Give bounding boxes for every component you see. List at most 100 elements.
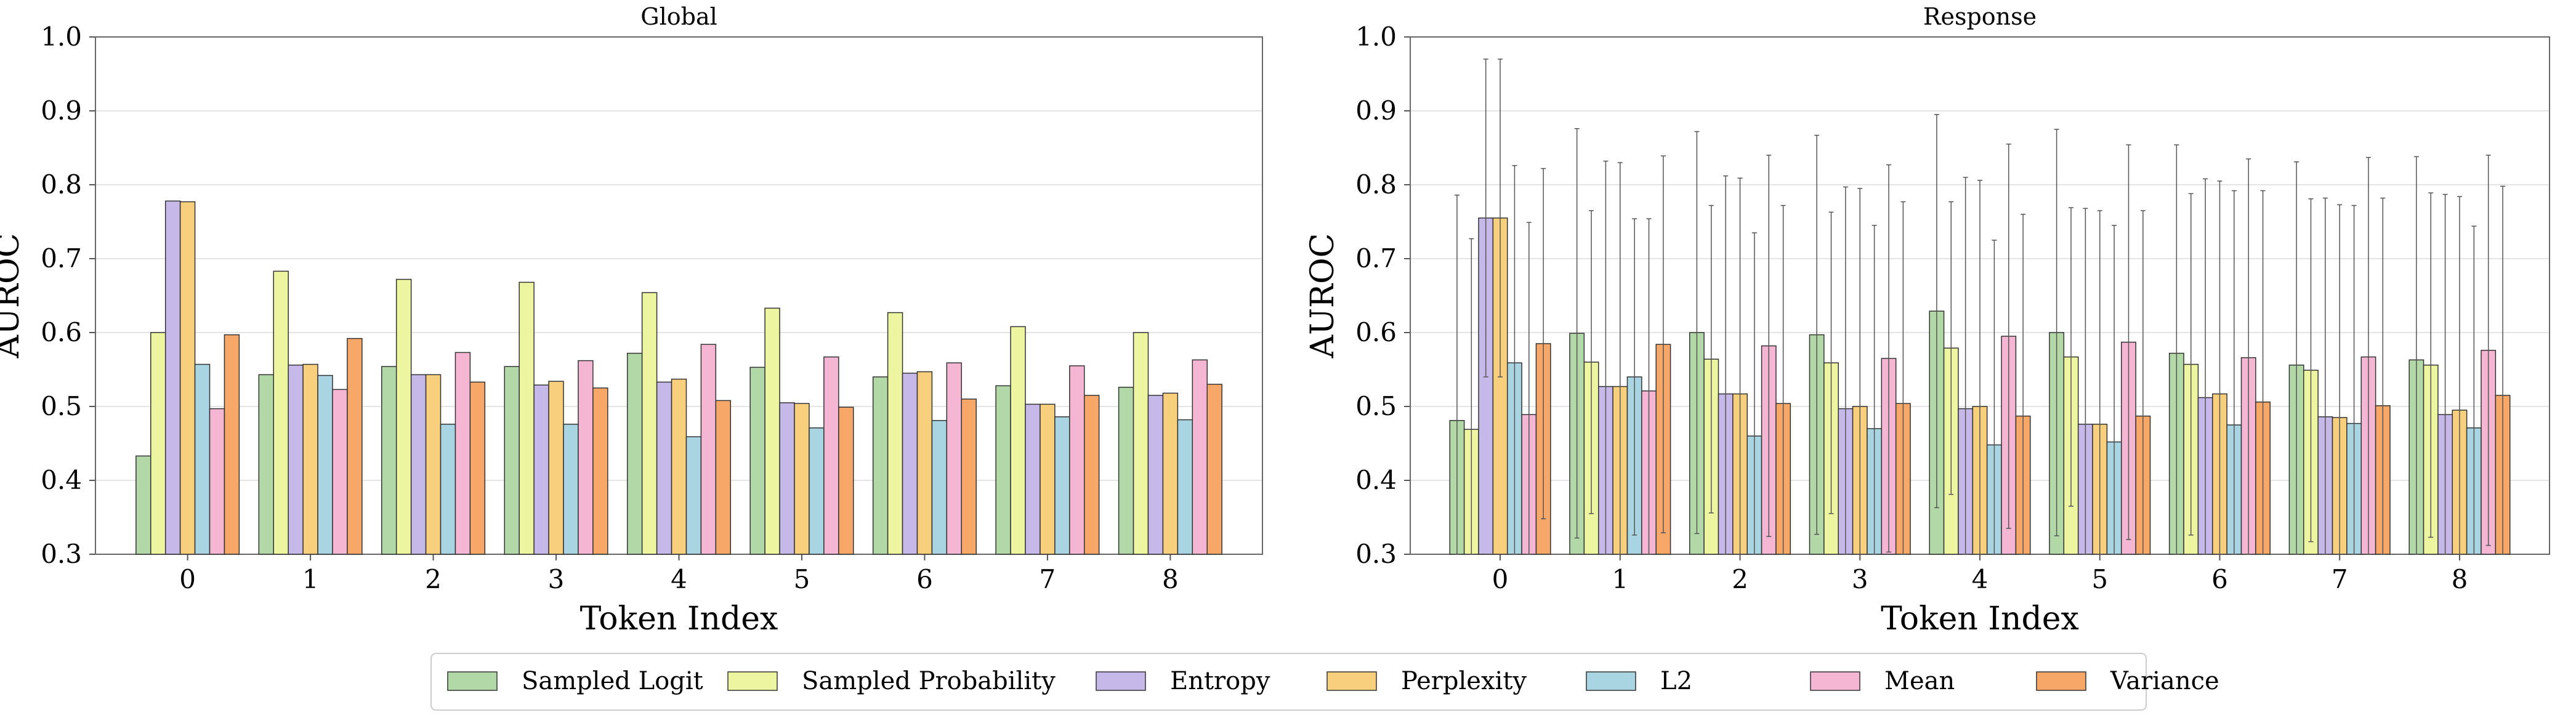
bar xyxy=(454,352,471,555)
y-tick-label: 1.0 xyxy=(1355,22,1397,52)
bar xyxy=(179,201,196,555)
y-tick-label: 0.7 xyxy=(41,243,82,273)
bar xyxy=(626,352,643,555)
bar xyxy=(1177,419,1193,555)
bar xyxy=(1133,332,1149,555)
bar xyxy=(902,373,918,555)
legend-label: Entropy xyxy=(1170,667,1270,695)
bar xyxy=(469,381,486,555)
bar xyxy=(135,455,151,555)
bar xyxy=(764,307,780,555)
legend-swatch xyxy=(1586,671,1636,691)
bar xyxy=(302,363,318,555)
y-tick-label: 0.4 xyxy=(1355,465,1397,495)
bar xyxy=(946,362,963,555)
panel-title: Response xyxy=(1923,3,2037,30)
x-tick-label: 4 xyxy=(671,564,687,594)
y-axis-label: AUROC xyxy=(0,233,26,359)
bar xyxy=(887,312,903,555)
y-tick-label: 0.5 xyxy=(1355,391,1397,421)
legend-swatch xyxy=(447,671,498,691)
bar xyxy=(809,427,825,555)
x-tick-label: 1 xyxy=(1612,564,1628,594)
bar xyxy=(440,424,456,555)
bar xyxy=(872,376,889,555)
bar xyxy=(1084,395,1100,555)
bar xyxy=(533,384,549,555)
panel-title: Global xyxy=(640,3,717,30)
legend-swatch xyxy=(1810,671,1860,691)
x-tick-label: 3 xyxy=(548,564,565,594)
y-tick-label: 0.4 xyxy=(41,465,82,495)
x-tick-label: 2 xyxy=(425,564,442,594)
legend-label: L2 xyxy=(1660,667,1692,695)
y-tick-label: 0.8 xyxy=(1355,169,1397,200)
bar xyxy=(995,385,1011,555)
bar xyxy=(838,406,854,555)
bar xyxy=(656,381,672,555)
x-tick-label: 4 xyxy=(1972,564,1989,594)
panel-response: 0.3 0.4 0.5 0.6 0.7 0.8 0.9 1.0 Response AUROC Tok… xyxy=(1304,3,2550,637)
legend-swatch xyxy=(727,671,778,691)
x-tick-label: 8 xyxy=(2452,564,2468,594)
x-tick-label: 7 xyxy=(2332,564,2348,594)
bar xyxy=(794,403,810,555)
bar xyxy=(563,424,579,555)
y-tick-label: 0.3 xyxy=(41,539,82,569)
bar xyxy=(381,366,397,555)
x-tick-label: 5 xyxy=(794,564,810,594)
bar xyxy=(700,344,717,555)
x-tick-label: 0 xyxy=(179,564,196,594)
legend-swatch xyxy=(1096,671,1146,691)
bar xyxy=(931,420,948,555)
bar xyxy=(548,381,564,555)
y-tick-label: 0.6 xyxy=(1355,317,1397,347)
bar xyxy=(1069,365,1085,555)
x-tick-label: 5 xyxy=(2091,564,2108,594)
bar xyxy=(194,363,211,555)
bar xyxy=(685,436,702,555)
x-tick-label: 6 xyxy=(2211,564,2228,594)
x-tick-label: 8 xyxy=(1162,564,1179,594)
legend-frame xyxy=(430,653,2147,711)
bar xyxy=(395,278,412,555)
x-tick-label: 1 xyxy=(302,564,319,594)
bar xyxy=(519,281,535,555)
bar xyxy=(1010,326,1026,555)
bar xyxy=(164,200,181,555)
bar xyxy=(332,389,348,555)
y-tick-label: 0.3 xyxy=(1355,539,1397,569)
y-tick-label: 0.9 xyxy=(41,95,82,126)
bar xyxy=(1147,395,1164,555)
y-tick-label: 0.5 xyxy=(41,391,82,421)
legend-swatch xyxy=(2036,671,2086,691)
bar xyxy=(1162,392,1179,555)
bar xyxy=(641,292,658,555)
x-tick-label: 7 xyxy=(1040,564,1056,594)
bar xyxy=(1025,403,1041,555)
bar xyxy=(961,398,977,555)
bar xyxy=(715,400,732,555)
bar xyxy=(209,408,225,555)
bar xyxy=(671,378,687,555)
bar xyxy=(823,356,839,555)
bar xyxy=(288,365,304,555)
bar xyxy=(410,374,427,555)
y-tick-label: 0.8 xyxy=(41,169,82,200)
y-tick-label: 0.6 xyxy=(41,317,82,347)
bar xyxy=(1206,384,1222,555)
y-tick-label: 0.9 xyxy=(1355,95,1397,126)
legend-label: Sampled Probability xyxy=(802,667,1056,695)
legend: Sampled Logit Sampled Probability Entropy P… xyxy=(430,653,2219,711)
bar xyxy=(425,374,442,555)
x-tick-label: 6 xyxy=(916,564,933,594)
bar xyxy=(578,360,594,555)
x-axis-label: Token Index xyxy=(1881,600,2079,637)
bar xyxy=(1040,403,1056,555)
bar xyxy=(347,337,363,555)
x-tick-label: 3 xyxy=(1852,564,1868,594)
x-tick-label: 2 xyxy=(1732,564,1748,594)
x-tick-label: 0 xyxy=(1492,564,1509,594)
legend-label: Variance xyxy=(2110,667,2219,695)
